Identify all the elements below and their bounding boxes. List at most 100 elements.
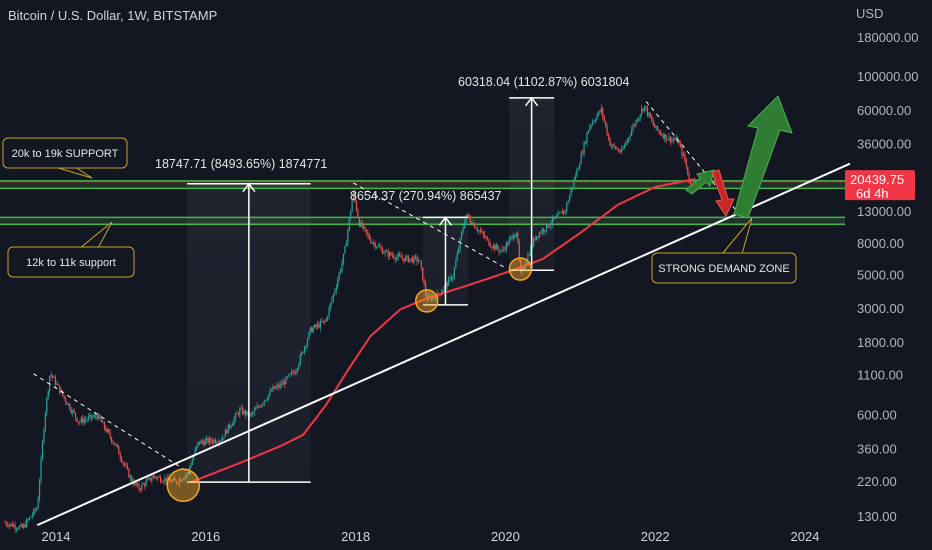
candle-body	[568, 201, 569, 203]
candle-body	[281, 384, 282, 385]
candle-body	[483, 232, 484, 235]
candle-body	[671, 139, 672, 142]
candle-body	[190, 465, 191, 468]
candle-body	[586, 133, 587, 143]
candle-body	[59, 385, 60, 393]
candle-body	[643, 109, 644, 111]
candle-body	[231, 426, 232, 427]
candle-body	[569, 195, 570, 201]
candle-body	[625, 143, 626, 145]
candle-body	[398, 254, 399, 256]
candle-body	[79, 421, 80, 422]
candle-body	[415, 256, 416, 257]
candle-body	[58, 384, 59, 385]
candle-body	[556, 216, 557, 217]
candle-body	[529, 255, 530, 256]
candle-body	[555, 217, 556, 219]
candle-body	[327, 317, 328, 319]
candle-body	[303, 352, 304, 353]
candle-body	[395, 258, 396, 259]
candle-body	[343, 254, 344, 263]
candle-body	[33, 509, 34, 515]
candle-body	[565, 210, 566, 211]
candle-body	[346, 243, 347, 246]
candle-body	[30, 517, 31, 518]
candle-body	[493, 245, 494, 248]
candle-body	[598, 111, 599, 115]
candle-body	[22, 524, 23, 527]
candle-body	[304, 347, 305, 353]
callout-text-1: 12k to 11k support	[26, 257, 116, 269]
dashed-trendline-0	[34, 374, 191, 474]
candle-body	[506, 243, 507, 250]
candle-body	[573, 179, 574, 187]
candle-body	[210, 438, 211, 441]
candle-body	[477, 229, 478, 231]
candle-body	[595, 120, 596, 121]
candle-body	[576, 169, 577, 176]
candle-body	[594, 121, 595, 122]
candle-body	[663, 135, 664, 138]
candle-body	[84, 420, 85, 423]
candle-body	[6, 523, 7, 525]
candle-body	[13, 525, 14, 527]
callout-text-0: 20k to 19k SUPPORT	[12, 148, 119, 160]
candle-body	[161, 482, 162, 483]
candle-body	[43, 430, 44, 443]
candle-body	[366, 229, 367, 233]
candle-body	[357, 210, 358, 217]
candle-body	[208, 438, 209, 443]
candle-body	[621, 149, 622, 152]
candle-body	[536, 236, 537, 239]
candle-body	[254, 410, 255, 413]
candle-body	[32, 515, 33, 517]
candle-body	[127, 466, 128, 469]
candle-body	[115, 444, 116, 445]
candle-body	[468, 215, 469, 218]
candle-body	[166, 478, 167, 482]
candle-body	[411, 258, 412, 259]
candle-body	[225, 430, 226, 437]
candle-body	[362, 222, 363, 227]
candle-body	[467, 215, 468, 216]
candle-body	[7, 525, 8, 527]
candle-body	[630, 135, 631, 137]
candle-body	[104, 422, 105, 428]
candle-body	[280, 384, 281, 387]
candle-body	[157, 477, 158, 478]
candle-body	[128, 469, 129, 478]
candle-body	[262, 404, 263, 405]
candle-body	[16, 529, 17, 530]
candle-body	[66, 402, 67, 405]
candle-body	[305, 345, 306, 346]
candle-body	[470, 218, 471, 222]
candle-body	[25, 524, 26, 527]
candle-body	[448, 278, 449, 286]
candle-body	[82, 418, 83, 423]
candle-body	[10, 523, 11, 524]
candle-body	[88, 417, 89, 420]
candle-body	[311, 327, 312, 332]
candle-body	[19, 526, 20, 529]
candle-body	[277, 385, 278, 387]
candle-body	[379, 246, 380, 247]
candle-body	[447, 283, 448, 286]
candle-body	[592, 122, 593, 125]
candle-body	[294, 373, 295, 374]
candle-body	[670, 137, 671, 142]
candle-body	[539, 233, 540, 238]
candle-body	[300, 355, 301, 364]
candle-body	[365, 227, 366, 230]
candle-body	[514, 236, 515, 238]
candle-body	[85, 420, 86, 421]
candle-body	[118, 447, 119, 455]
candle-body	[29, 517, 30, 519]
candle-body	[667, 140, 668, 141]
current-price-value: 20439.75	[850, 172, 904, 187]
candle-body	[71, 410, 72, 413]
candle-body	[501, 249, 502, 251]
candle-body	[591, 125, 592, 126]
candle-body	[418, 260, 419, 261]
candle-body	[602, 108, 603, 117]
